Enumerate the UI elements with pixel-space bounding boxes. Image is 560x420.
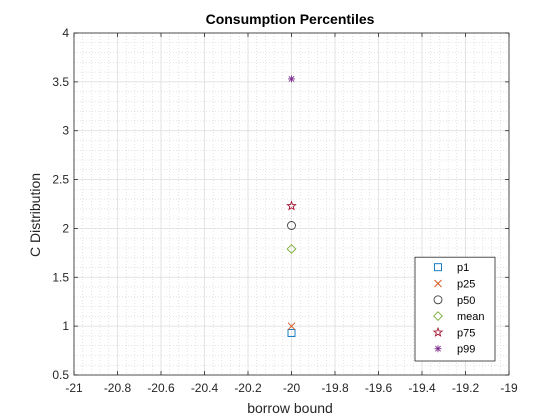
legend-marker-p75 [432, 326, 444, 337]
data-points [286, 75, 297, 337]
legend-marker-p25 [434, 279, 442, 288]
x-axis-label: borrow bound [247, 400, 333, 416]
y-tick-label: 2.5 [52, 173, 69, 187]
x-tick-label: -19.6 [365, 381, 393, 395]
y-tick-label: 1 [62, 319, 69, 333]
x-marker-stroke [287, 322, 296, 330]
asterisk-marker-stroke [288, 75, 295, 82]
y-tick-label: 3.5 [52, 75, 69, 89]
diamond-marker-shape [433, 311, 443, 322]
y-tick-label: 0.5 [52, 368, 69, 382]
x-tick-label: -20.8 [104, 381, 132, 395]
x-tick-label: -20.6 [147, 381, 175, 395]
legend: p1 p25 p50 mean p75 p99 [414, 256, 496, 362]
x-tick-label: -21 [65, 381, 83, 395]
y-axis-label: C Distribution [27, 173, 43, 257]
x-tick-label: -20 [283, 381, 301, 395]
legend-label-p75: p75 [457, 327, 475, 339]
square-marker-shape [287, 329, 296, 337]
circle-marker-shape [287, 221, 296, 230]
legend-marker-p99 [434, 345, 442, 353]
diamond-marker-shape [286, 244, 297, 254]
pentagram-marker-shape [286, 200, 297, 211]
data-point-p1 [287, 329, 296, 337]
x-tick-label: -19 [500, 381, 518, 395]
legend-marker-p50 [433, 295, 443, 305]
y-tick-label: 1.5 [52, 270, 69, 284]
pentagram-marker-shape [432, 326, 444, 337]
data-point-p99 [288, 75, 295, 83]
x-tick-label: -19.2 [452, 381, 480, 395]
legend-label-p1: p1 [457, 262, 469, 274]
data-point-p75 [286, 200, 297, 211]
y-tick-label: 4 [62, 26, 69, 40]
legend-box [414, 256, 496, 362]
x-tick-label: -19.4 [408, 381, 436, 395]
y-tick-label: 3 [62, 124, 69, 138]
circle-marker-shape [433, 295, 443, 305]
asterisk-marker-stroke [435, 345, 441, 352]
x-tick-label: -20.2 [234, 381, 262, 395]
x-tick-label: -19.8 [321, 381, 349, 395]
square-marker-shape [434, 263, 442, 272]
x-marker-stroke [434, 279, 442, 288]
legend-label-p99: p99 [457, 344, 475, 356]
x-axis-ticks: -21 -20.8 -20.6 -20.4 -20.2 -20 -19.8 -19.6 -19.… [65, 33, 518, 395]
legend-label-p50: p50 [457, 295, 475, 307]
legend-marker-p1 [434, 263, 442, 272]
data-point-p50 [287, 221, 296, 230]
data-point-p25 [287, 322, 296, 330]
y-axis-ticks: 0.5 1 1.5 2 2.5 3 3.5 4 [52, 26, 509, 382]
chart-title: Consumption Percentiles [206, 11, 375, 27]
x-tick-label: -20.4 [191, 381, 219, 395]
data-point-mean [286, 244, 297, 254]
legend-marker-mean [433, 311, 443, 322]
legend-label-p25: p25 [457, 279, 475, 291]
y-tick-label: 2 [62, 221, 69, 235]
legend-label-mean: mean [457, 311, 485, 323]
